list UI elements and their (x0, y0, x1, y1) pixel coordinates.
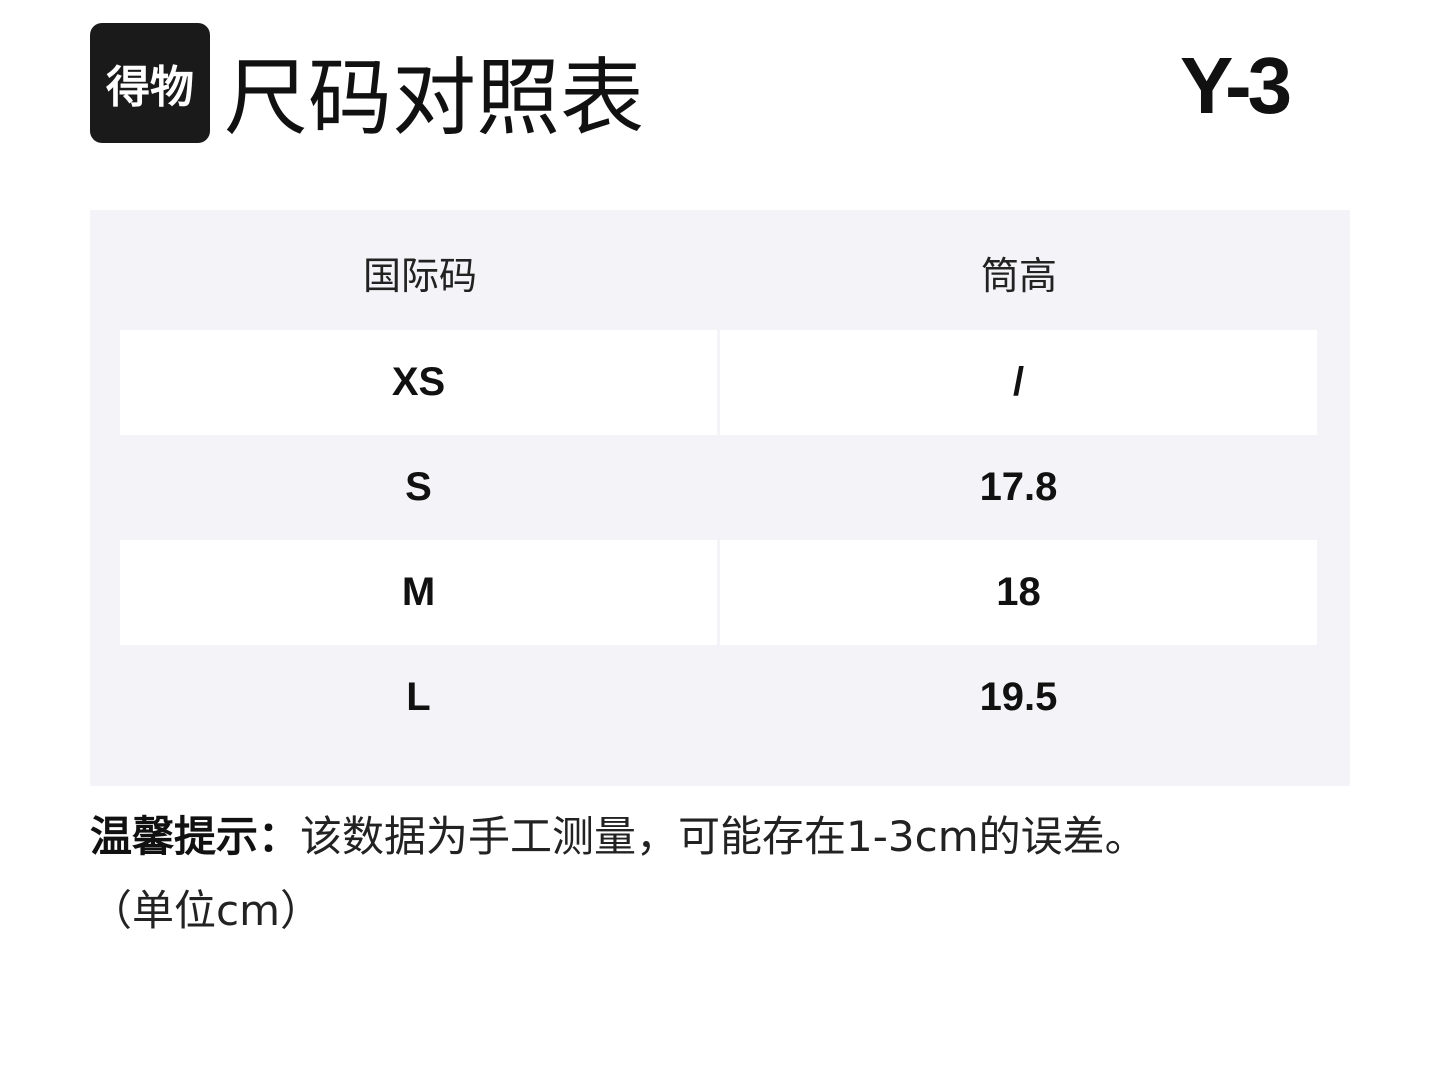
size-cell: XS (120, 330, 717, 435)
size-cell: M (120, 540, 717, 645)
height-cell: / (720, 330, 1317, 435)
height-cell: 18 (720, 540, 1317, 645)
header-size: 国际码 (362, 254, 477, 298)
size-table (90, 210, 1350, 786)
measurement-note: 温馨提示：该数据为手工测量，可能存在1-3cm的误差。 （单位cm） (90, 800, 1350, 948)
height-cell: 17.8 (979, 465, 1058, 509)
page-title: 尺码对照表 (224, 49, 645, 147)
table-row: S 17.8 (120, 435, 1317, 540)
table-row: M 18 (120, 540, 1317, 645)
size-cell: L (406, 675, 431, 719)
dewu-logo: 得物 (90, 23, 210, 143)
note-unit: （单位cm） (90, 886, 323, 935)
table-row: XS / (120, 330, 1317, 435)
note-label: 温馨提示： (90, 812, 301, 861)
header-height: 筒高 (980, 254, 1057, 298)
brand-logo: Y-3 (1180, 41, 1292, 130)
note-text: 该数据为手工测量，可能存在1-3cm的误差。 (300, 812, 1147, 861)
height-cell: 19.5 (979, 675, 1058, 719)
table-row: L 19.5 (120, 645, 1317, 750)
size-cell: S (405, 465, 432, 509)
